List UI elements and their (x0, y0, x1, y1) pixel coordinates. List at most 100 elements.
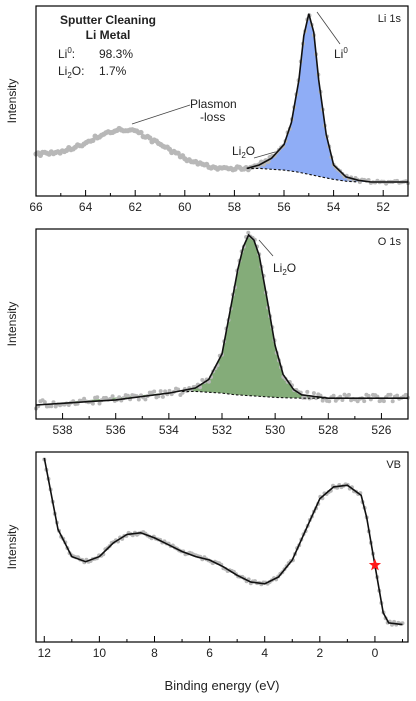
li1s-x-axis: 66 64 62 60 58 56 54 52 (29, 190, 409, 214)
panel-o1s: 538 536 534 532 530 528 526 Intensity O 1s Li2… (5, 228, 410, 437)
vb-x-tick-label: 10 (93, 646, 107, 660)
o1s-data-point (174, 386, 178, 391)
vb-x-tick-label: 0 (372, 646, 379, 660)
vb-frame (35, 451, 409, 643)
li1s-y-label: Intensity (5, 79, 19, 124)
o1s-data-point (117, 395, 122, 400)
o1s-data-point (316, 392, 321, 397)
vb-x-tick-label: 12 (38, 646, 52, 660)
o1s-data-point (333, 398, 338, 403)
vb-x-tick-label: 8 (151, 646, 158, 660)
o1s-x-tick-label: 534 (159, 423, 179, 437)
plasmon-leader-line (131, 104, 191, 125)
annotation-plasmon: Plasmon (190, 97, 237, 111)
li1s-x-tick-label: 56 (277, 200, 291, 214)
vb-panel-label: VB (386, 459, 401, 471)
o1s-data-point (349, 398, 354, 403)
o1s-data-point (178, 393, 183, 397)
li1s-panel-label: Li 1s (378, 13, 402, 25)
li1s-data-point (92, 133, 98, 139)
li1s-data-point (149, 139, 155, 145)
o1s-data-point (158, 389, 163, 394)
o1s-data-point (154, 395, 159, 400)
vb-x-tick-label: 6 (206, 646, 213, 660)
li1s-x-tick-label: 66 (29, 200, 43, 214)
annotation-li0: Li0 (334, 46, 348, 61)
annotation-plasmon-line2: -loss (200, 110, 225, 124)
li1s-x-tick-label: 54 (327, 200, 341, 214)
li1s-x-tick-label: 62 (129, 200, 143, 214)
li1s-marks (33, 13, 410, 186)
o1s-x-tick-label: 532 (212, 423, 232, 437)
o1s-data-point (305, 389, 310, 394)
o1s-data-point (342, 392, 347, 397)
vb-marks (42, 457, 405, 627)
li1s-x-tick-label: 52 (377, 200, 391, 214)
o1s-data-point (167, 388, 172, 393)
o1s-data-point (200, 378, 205, 382)
o1s-x-tick-label: 530 (265, 423, 285, 437)
o1s-data-point (320, 398, 325, 403)
o1s-x-tick-label: 536 (106, 423, 126, 437)
li1s-title-line-1: Sputter Cleaning (60, 13, 156, 27)
o1s-data-point (147, 390, 152, 395)
composition-li0-value: 98.3% (99, 47, 133, 61)
o1s-data-point (97, 401, 102, 406)
o1s-x-tick-label: 528 (318, 423, 338, 437)
o1s-data-point (163, 389, 168, 394)
o1s-x-axis: 538 536 534 532 530 528 526 (35, 413, 409, 437)
o1s-data-point (136, 397, 141, 402)
o1s-data-point (53, 404, 58, 409)
o1s-data-point (123, 393, 128, 398)
composition-li2o-label: Li2O: (58, 64, 84, 80)
composition-li2o-value: 1.7% (99, 64, 127, 78)
o1s-li2o-leader-line (258, 239, 274, 257)
annotation-o1s-li2o: Li2O (273, 261, 296, 277)
fermi-level-star-marker (368, 558, 382, 571)
li1s-title-line-2: Li Metal (86, 28, 131, 42)
o1s-data-point (44, 404, 49, 409)
x-axis-label: Binding energy (eV) (165, 678, 280, 693)
o1s-data-point (364, 392, 369, 397)
o1s-data-point (130, 393, 135, 398)
vb-x-tick-label: 4 (261, 646, 268, 660)
o1s-data-point (362, 399, 367, 404)
o1s-data-point (110, 394, 115, 399)
o1s-panel-label: O 1s (378, 236, 402, 248)
o1s-data-point (390, 399, 395, 404)
composition-li0-label: Li0: (58, 46, 75, 61)
vb-fit-line (43, 457, 403, 626)
li1s-background-line (246, 167, 359, 183)
li1s-frame (35, 5, 409, 197)
o1s-background-line (182, 390, 329, 399)
o1s-data-point (371, 392, 375, 397)
li1s-fit-line (246, 13, 408, 183)
vb-x-axis: 12 10 8 6 4 2 0 (38, 636, 403, 660)
o1s-data-point (311, 391, 316, 396)
o1s-marks (34, 230, 410, 411)
panel-vb: 12 10 8 6 4 2 0 Intensity VB Binding energy (e… (5, 451, 409, 693)
o1s-data-point (160, 394, 165, 399)
vb-y-label: Intensity (5, 525, 19, 570)
vb-x-tick-label: 2 (316, 646, 323, 660)
li0-leader-line (316, 11, 341, 45)
o1s-data-point (377, 399, 382, 404)
li2o-leader-line (253, 151, 276, 159)
li1s-x-tick-label: 64 (79, 200, 93, 214)
o1s-fit-line (35, 233, 408, 406)
li1s-x-tick-label: 58 (228, 200, 242, 214)
o1s-x-tick-label: 526 (371, 423, 391, 437)
o1s-data-point (325, 398, 329, 403)
panel-li1s: 66 64 62 60 58 56 54 52 Intensity Li 1s Sputter… (5, 5, 410, 214)
o1s-x-tick-label: 538 (53, 423, 73, 437)
o1s-data-point (93, 395, 98, 400)
o1s-peak-area (36, 235, 408, 405)
o1s-data-point (246, 230, 251, 235)
li1s-data-point (140, 134, 146, 140)
o1s-y-label: Intensity (5, 302, 19, 347)
annotation-li2o: Li2O (232, 144, 255, 160)
li1s-x-tick-label: 60 (178, 200, 192, 214)
o1s-data-point (38, 399, 43, 404)
